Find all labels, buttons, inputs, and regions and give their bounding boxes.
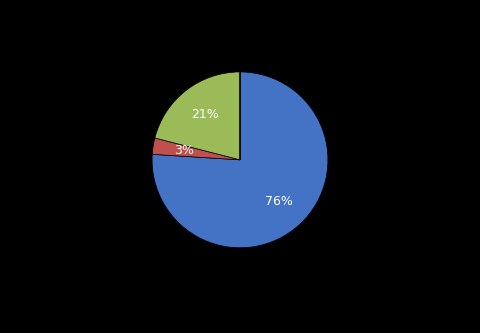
Text: 21%: 21% <box>191 108 219 121</box>
Wedge shape <box>152 138 240 160</box>
Wedge shape <box>155 72 240 160</box>
Text: 3%: 3% <box>174 145 193 158</box>
Text: 76%: 76% <box>265 195 293 208</box>
Wedge shape <box>152 72 328 248</box>
